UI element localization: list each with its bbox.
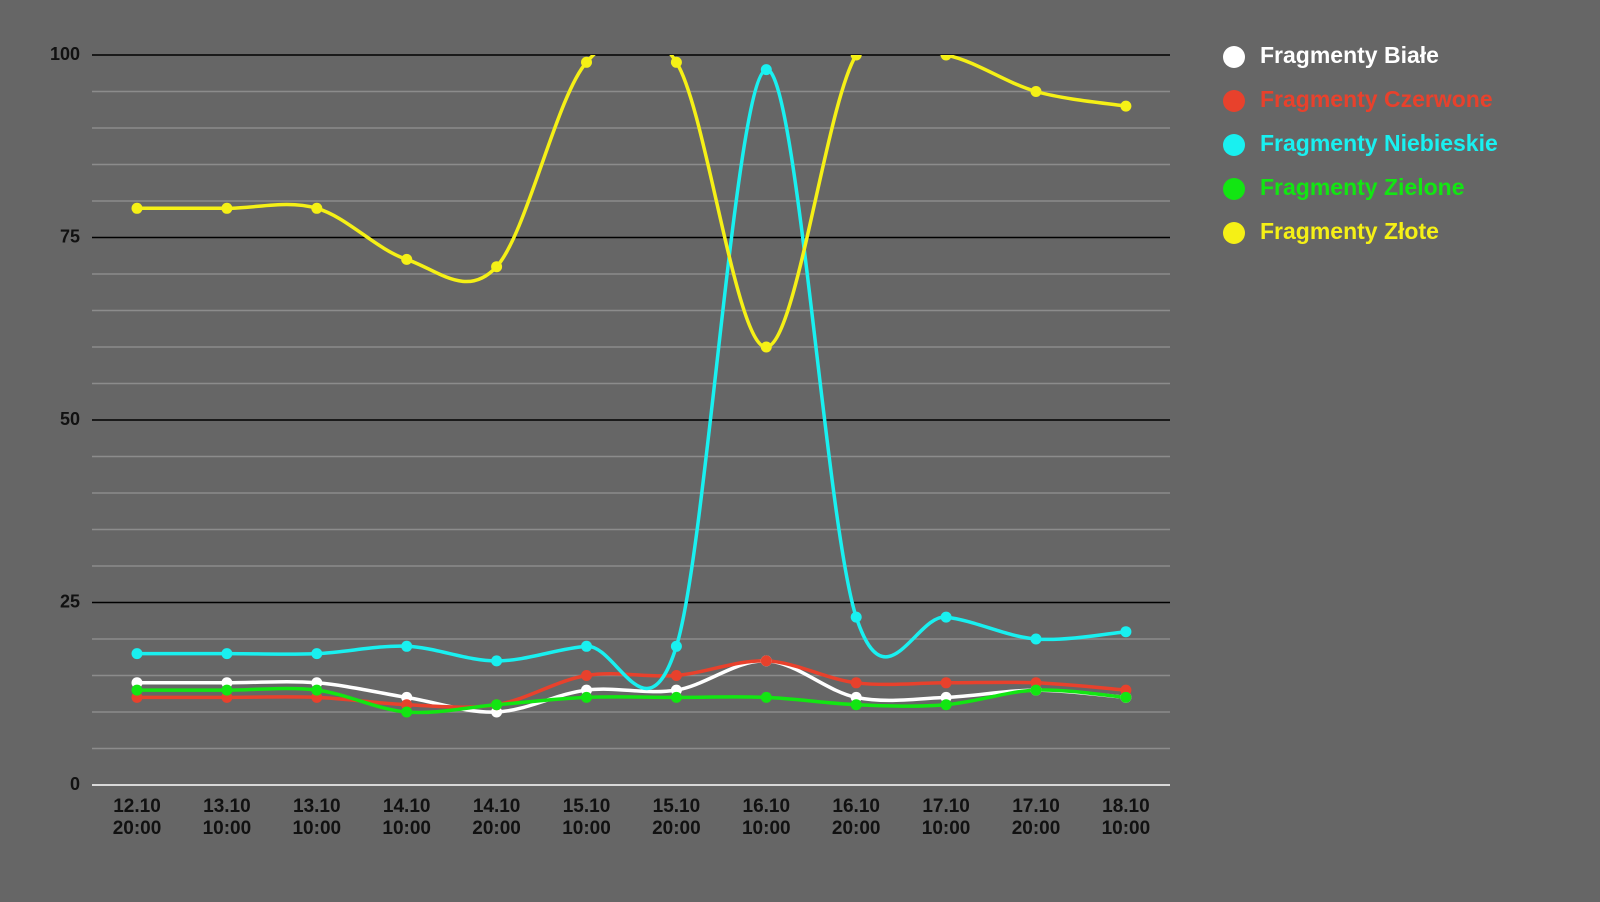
data-point (1120, 100, 1132, 112)
x-tick-label: 14.10 20:00 (472, 796, 521, 839)
x-tick-label: 12.10 20:00 (113, 796, 162, 839)
x-tick-label: 16.10 20:00 (832, 796, 881, 839)
legend-marker (1223, 90, 1245, 112)
data-point (491, 699, 503, 711)
y-tick-label: 25 (60, 591, 80, 611)
series-line (137, 67, 1127, 691)
data-point (850, 611, 862, 623)
data-point (131, 684, 143, 696)
x-tick-label: 18.10 10:00 (1102, 796, 1151, 839)
data-point (760, 64, 772, 76)
data-point (940, 699, 952, 711)
data-point (581, 691, 592, 703)
data-point (221, 684, 233, 696)
data-point (940, 55, 952, 61)
legend-label: Fragmenty Zielone (1260, 174, 1464, 200)
data-point (221, 202, 233, 214)
data-point (670, 56, 682, 68)
y-tick-label: 0 (70, 774, 80, 794)
data-point (670, 640, 682, 652)
data-point (401, 706, 413, 718)
data-point (581, 670, 592, 681)
data-point (670, 670, 682, 681)
data-point (850, 699, 862, 711)
legend-label: Fragmenty Białe (1260, 42, 1439, 68)
x-tick-label: 17.10 10:00 (922, 796, 971, 839)
x-tick-label: 13.10 10:00 (292, 796, 341, 839)
data-point (940, 611, 952, 623)
data-point (940, 677, 952, 689)
data-point (401, 253, 413, 265)
series-line (137, 686, 1127, 715)
x-tick-label: 17.10 20:00 (1012, 796, 1061, 839)
data-point (1030, 684, 1042, 696)
data-point (491, 655, 503, 667)
legend-marker (1223, 222, 1245, 244)
legend-label: Fragmenty Niebieskie (1260, 130, 1498, 156)
legend-label: Fragmenty Złote (1260, 218, 1439, 244)
data-point (1030, 633, 1042, 645)
data-point (221, 648, 233, 660)
data-point (131, 202, 143, 214)
data-point (1120, 691, 1132, 703)
data-point (760, 341, 772, 353)
data-point (581, 640, 592, 652)
data-point (491, 261, 503, 273)
data-point (670, 691, 682, 703)
data-point (850, 677, 862, 689)
data-point (760, 691, 772, 703)
series-line (137, 659, 1127, 714)
y-tick-label: 50 (60, 409, 80, 429)
x-tick-label: 14.10 10:00 (382, 796, 431, 839)
data-point (760, 655, 772, 667)
series-line (136, 659, 1127, 709)
data-point (1120, 626, 1132, 638)
data-point (311, 202, 323, 214)
x-tick-label: 16.10 10:00 (742, 796, 791, 839)
legend-marker (1223, 134, 1245, 156)
legend-marker (1223, 178, 1245, 200)
x-tick-label: 15.10 10:00 (562, 796, 611, 839)
y-tick-label: 75 (60, 226, 80, 246)
data-point (581, 56, 592, 68)
data-point (401, 640, 413, 652)
data-point (131, 648, 143, 660)
x-tick-label: 15.10 20:00 (652, 796, 701, 839)
legend-marker (1223, 46, 1245, 68)
y-tick-label: 100 (50, 44, 80, 64)
data-point (311, 648, 323, 660)
data-point (1030, 86, 1042, 97)
plot-area (131, 55, 1132, 718)
data-point (850, 55, 862, 61)
data-point (311, 684, 323, 696)
legend-label: Fragmenty Czerwone (1260, 86, 1493, 112)
x-tick-label: 13.10 10:00 (203, 796, 252, 839)
